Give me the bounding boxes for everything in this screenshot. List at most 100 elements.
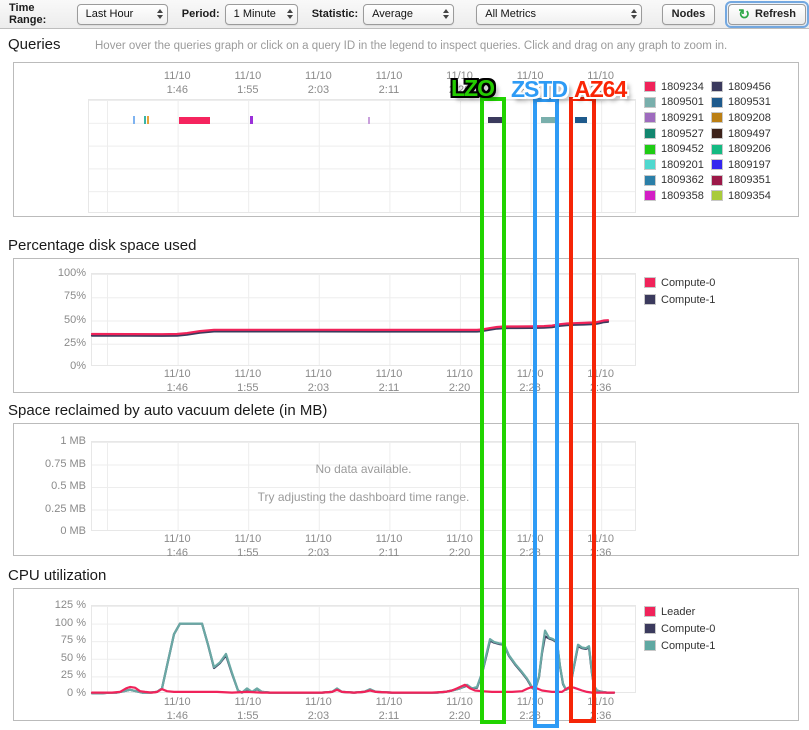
disk-plot[interactable] (90, 273, 636, 366)
time-range-value: Last Hour (85, 8, 134, 20)
legend-swatch (644, 143, 656, 155)
legend-swatch (644, 112, 656, 124)
query-legend-item[interactable]: 1809456 (711, 79, 785, 95)
time-range-select[interactable]: Last Hour (76, 3, 168, 25)
x-axis-tick-label: 11/10 2:36 (587, 368, 615, 394)
vacuum-plot[interactable]: No data available. Try adjusting the das… (91, 441, 636, 531)
cpu-chart-lines (90, 622, 616, 695)
queries-x-axis: 11/10 1:46 11/10 1:55 11/10 2:03 11/10 2:11 11/1… (142, 69, 636, 97)
legend-swatch (644, 190, 656, 202)
legend-item[interactable]: Compute-0 (644, 620, 715, 637)
query-legend-item[interactable]: 1809501 (644, 95, 711, 111)
disk-panel: 100% 75% 50% 25% 0% 11/10 1:46 11/10 1:55 11/10 2… (13, 258, 799, 394)
query-legend-item[interactable]: 1809527 (644, 126, 711, 142)
query-bar[interactable] (250, 116, 253, 124)
nodes-button[interactable]: Nodes (661, 3, 716, 25)
y-axis-tick-label: 0 % (67, 686, 86, 699)
legend-swatch (711, 159, 723, 171)
query-bar[interactable] (133, 116, 135, 124)
query-id: 1809497 (728, 127, 771, 140)
y-axis-tick-label: 0.25 MB (45, 502, 86, 515)
legend-item[interactable]: Compute-0 (644, 274, 715, 291)
query-legend-item[interactable]: 1809452 (644, 141, 711, 157)
period-select[interactable]: 1 Minute (224, 3, 298, 25)
x-axis-tick-label: 11/10 2:20 (446, 70, 473, 96)
time-range-label: Time Range: (9, 2, 47, 26)
cpu-plot[interactable] (90, 605, 636, 695)
query-legend-item[interactable]: 1809201 (644, 157, 711, 173)
y-axis-tick-label: 25% (63, 336, 86, 349)
query-legend-item[interactable]: 1809208 (711, 110, 785, 126)
query-legend-item[interactable]: 1809497 (711, 126, 785, 142)
legend-swatch (711, 96, 723, 108)
select-arrows-icon (443, 9, 450, 19)
legend-item[interactable]: Compute-1 (644, 637, 715, 654)
y-axis-tick-label: 100% (57, 267, 86, 279)
y-axis-tick-label: 75 % (60, 634, 86, 647)
query-legend-item[interactable]: 1809206 (711, 141, 785, 157)
x-axis-tick-label: 11/10 2:36 (587, 70, 615, 96)
cpu-x-axis: 11/10 1:46 11/10 1:55 11/10 2:03 11/10 2:11 11/1… (142, 695, 636, 723)
query-bar[interactable] (144, 116, 146, 124)
query-id: 1809456 (728, 80, 771, 93)
y-axis-tick-label: 25 % (60, 669, 86, 682)
y-axis-tick-label: 100 % (54, 616, 86, 629)
query-id: 1809501 (661, 96, 704, 109)
refresh-button-label: Refresh (755, 8, 796, 20)
x-axis-tick-label: 11/10 2:20 (446, 533, 473, 559)
select-arrows-icon (630, 9, 637, 19)
vacuum-y-axis: 1 MB 0.75 MB 0.5 MB 0.25 MB 0 MB (32, 435, 86, 537)
select-arrows-icon (156, 9, 163, 19)
vacuum-section-title: Space reclaimed by auto vacuum delete (i… (8, 402, 328, 419)
x-axis-tick-label: 11/10 2:20 (446, 368, 473, 394)
queries-plot[interactable] (88, 99, 636, 213)
legend-swatch (644, 159, 656, 171)
statistic-select[interactable]: Average (363, 3, 455, 25)
disk-section-title: Percentage disk space used (8, 237, 197, 254)
x-axis-tick-label: 11/10 2:28 (516, 368, 544, 394)
query-bar[interactable] (368, 117, 370, 124)
query-bar[interactable] (541, 117, 555, 123)
statistic-value: Average (372, 8, 413, 20)
query-id: 1809351 (728, 174, 771, 187)
x-axis-tick-label: 11/10 2:36 (587, 696, 615, 722)
metrics-select[interactable]: All Metrics (476, 3, 642, 25)
query-legend-item[interactable]: 1809291 (644, 110, 711, 126)
query-bar[interactable] (147, 116, 149, 124)
y-axis-tick-label: 50% (63, 313, 86, 326)
query-id: 1809208 (728, 111, 771, 124)
query-id: 1809201 (661, 158, 704, 171)
legend-swatch (644, 623, 656, 634)
x-axis-tick-label: 11/10 1:46 (163, 70, 191, 96)
x-axis-tick-label: 11/10 2:36 (587, 533, 615, 559)
refresh-focus-ring: ↻ Refresh (725, 0, 809, 28)
query-id: 1809452 (661, 143, 704, 156)
query-legend-item[interactable]: 1809354 (711, 188, 785, 204)
query-id: 1809354 (728, 189, 771, 202)
disk-chart-lines (90, 319, 610, 337)
refresh-icon: ↻ (738, 6, 751, 22)
query-bar[interactable] (575, 117, 587, 123)
x-axis-tick-label: 11/10 2:28 (516, 533, 544, 559)
x-axis-tick-label: 11/10 2:28 (516, 696, 544, 722)
x-axis-tick-label: 11/10 1:46 (163, 368, 191, 394)
legend-swatch (644, 606, 656, 617)
legend-item[interactable]: Leader (644, 603, 715, 620)
legend-swatch (644, 294, 656, 305)
period-label: Period: (181, 8, 220, 20)
query-bar[interactable] (179, 117, 210, 124)
refresh-button[interactable]: ↻ Refresh (728, 3, 806, 25)
legend-item[interactable]: Compute-1 (644, 291, 715, 308)
x-axis-tick-label: 11/10 2:03 (305, 368, 332, 394)
query-legend-item[interactable]: 1809358 (644, 188, 711, 204)
query-bar[interactable] (488, 117, 503, 123)
x-axis-tick-label: 11/10 1:55 (234, 533, 262, 559)
cpu-panel: 125 % 100 % 75 % 50 % 25 % 0 % 11/10 1:46 11/10… (13, 588, 799, 723)
query-legend-item[interactable]: 1809362 (644, 173, 711, 189)
no-data-message: No data available. (315, 462, 412, 476)
query-legend-item[interactable]: 1809351 (711, 173, 785, 189)
query-legend-item[interactable]: 1809531 (711, 95, 785, 111)
y-axis-tick-label: 50 % (60, 651, 86, 664)
query-legend-item[interactable]: 1809197 (711, 157, 785, 173)
query-legend-item[interactable]: 1809234 (644, 79, 711, 95)
